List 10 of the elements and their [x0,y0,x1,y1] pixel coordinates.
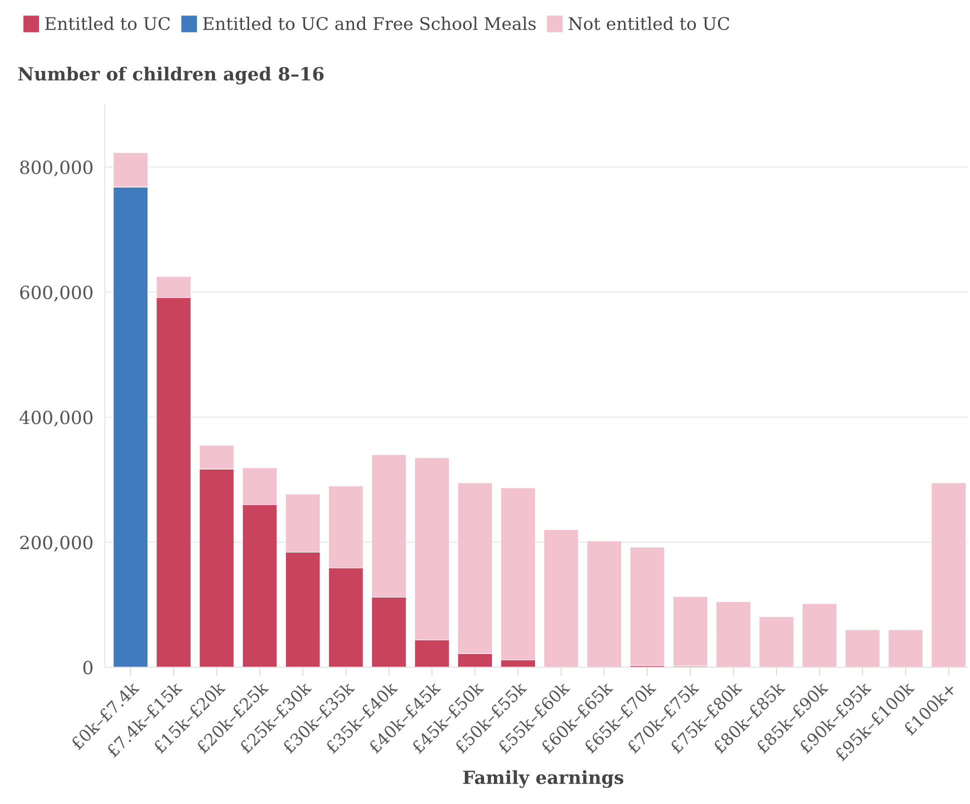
legend-label: Not entitled to UC [568,16,730,30]
legend-label: Entitled to UC and Free School Meals [203,16,536,30]
y-tick-label: 600,000 [20,286,92,302]
y-tick-label: 0 [83,660,92,674]
y-axis-title: Number of children aged 8–16 [18,66,324,84]
legend-label: Entitled to UC [45,16,170,30]
y-tick-label: 200,000 [20,536,92,552]
y-tick-label: 400,000 [20,410,92,427]
x-axis-title: Family earnings [463,770,624,788]
y-tick-label: 800,000 [20,160,92,176]
